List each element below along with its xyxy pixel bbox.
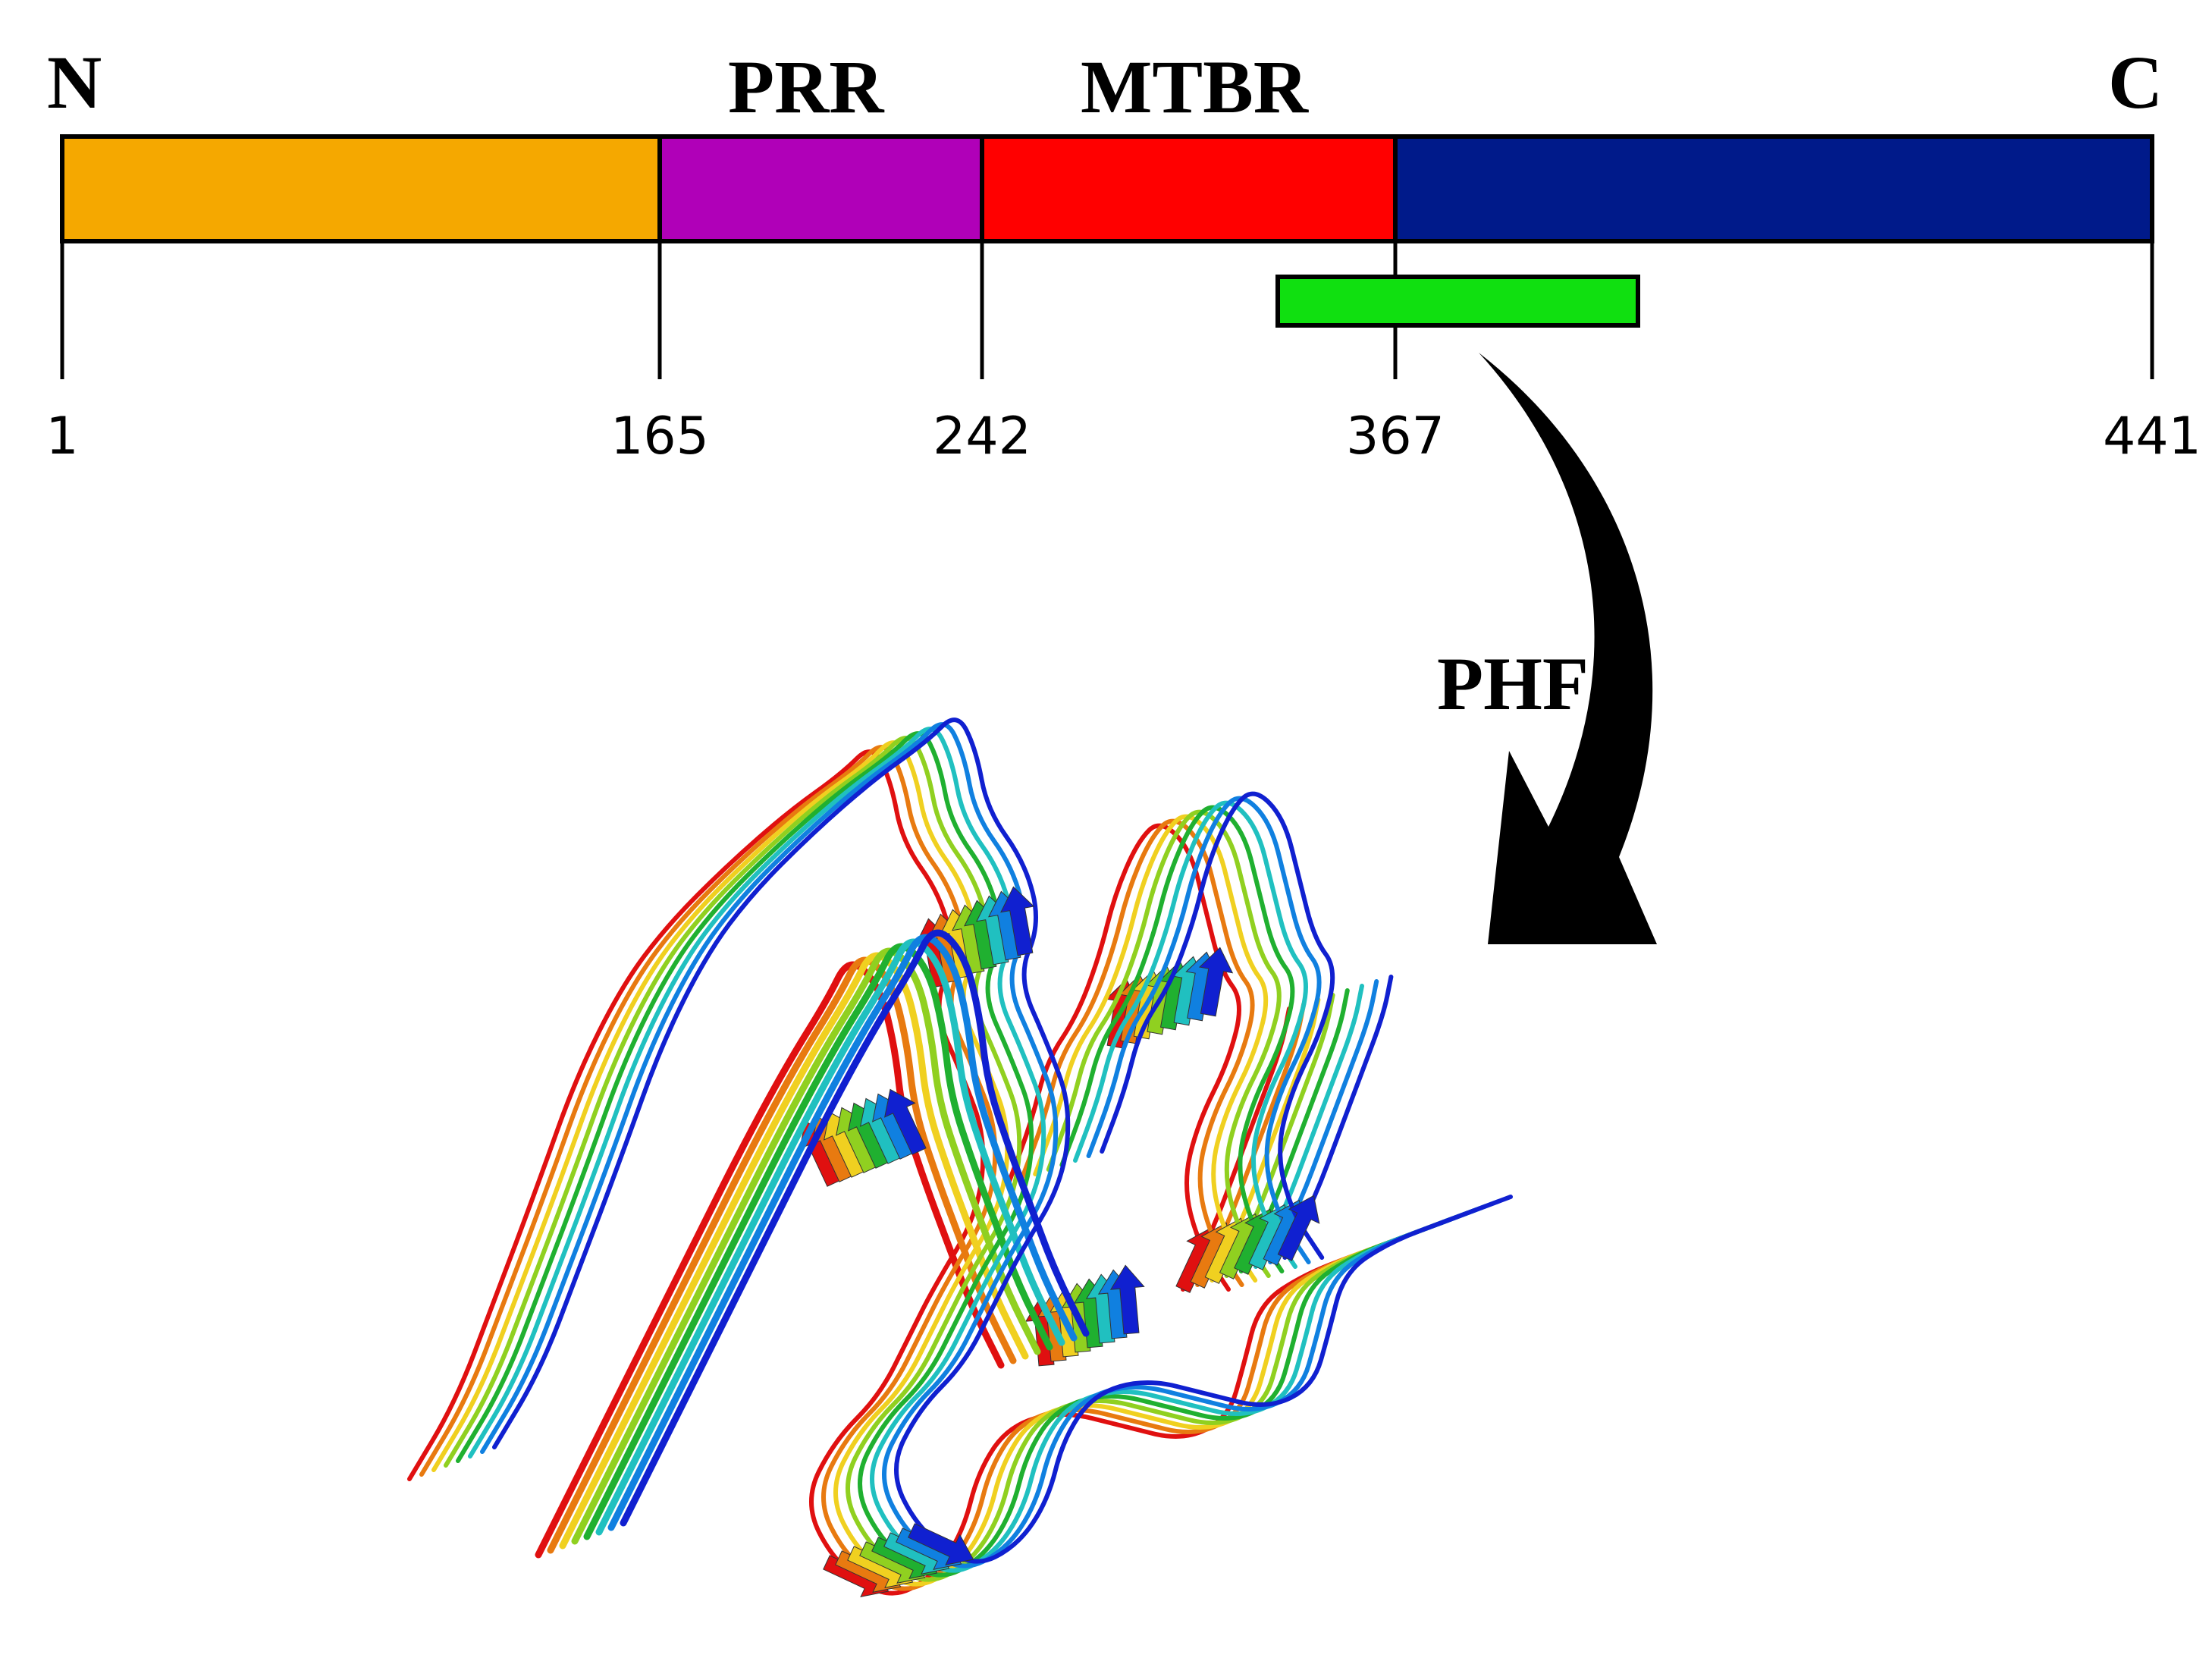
ribbon-strand xyxy=(468,727,1489,1573)
beta-strand-arrow xyxy=(1000,886,1035,956)
ribbon-strand xyxy=(480,722,1501,1568)
beta-strand-arrow xyxy=(1277,1195,1320,1261)
ribbon-strand xyxy=(1073,800,1308,1269)
ribbon-strand xyxy=(547,956,1017,1554)
ribbon-strand xyxy=(1059,805,1295,1273)
n-terminus-label: N xyxy=(47,40,102,124)
ribbon-strand xyxy=(1086,796,1322,1264)
residue-number-441: 441 xyxy=(2103,407,2201,466)
curved-arrow-icon xyxy=(1479,353,1657,944)
beta-strand-arrow xyxy=(884,1088,927,1155)
beta-strand-arrow xyxy=(1198,947,1234,1017)
ribbon-strand xyxy=(1100,791,1335,1260)
ribbon-strand xyxy=(571,947,1041,1545)
residue-number-242: 242 xyxy=(933,407,1031,466)
mtbr-label: MTBR xyxy=(1081,45,1310,129)
ribbon-strand xyxy=(620,929,1090,1527)
ribbon-strand xyxy=(456,731,1476,1578)
ribbon-strand xyxy=(431,740,1452,1587)
ribbon-strand xyxy=(1006,823,1241,1292)
domain-mtbr xyxy=(980,134,1398,243)
phf-label: PHF xyxy=(1437,642,1589,726)
residue-number-165: 165 xyxy=(610,407,709,466)
residue-number-367: 367 xyxy=(1346,407,1445,466)
phf-structure-image xyxy=(407,717,1513,1597)
domain-c-terminal xyxy=(1393,134,2154,243)
domain-prr xyxy=(657,134,984,243)
ribbon-strand xyxy=(444,736,1464,1582)
ribbon-strand xyxy=(559,952,1029,1550)
ribbon-strand xyxy=(583,943,1053,1540)
domain-bar xyxy=(60,134,2154,243)
domain-n-terminal xyxy=(60,134,662,243)
ribbon-strand xyxy=(595,938,1065,1536)
ribbon-strand xyxy=(407,749,1428,1596)
residue-numbers: 1 165 242 367 441 xyxy=(45,407,2201,466)
residue-number-1: 1 xyxy=(45,407,78,466)
c-terminus-label: C xyxy=(2108,40,2163,124)
residue-tick-lines xyxy=(60,241,2154,379)
beta-strand-arrow xyxy=(908,1523,974,1565)
phf-core-segment xyxy=(1275,275,1640,328)
ribbon-strand xyxy=(492,717,1513,1564)
ribbon-strand xyxy=(607,934,1078,1531)
beta-strand-arrow xyxy=(1109,1264,1145,1335)
prr-label: PRR xyxy=(728,45,885,129)
ribbon-strand xyxy=(419,745,1440,1591)
ribbon-strand xyxy=(535,961,1005,1559)
